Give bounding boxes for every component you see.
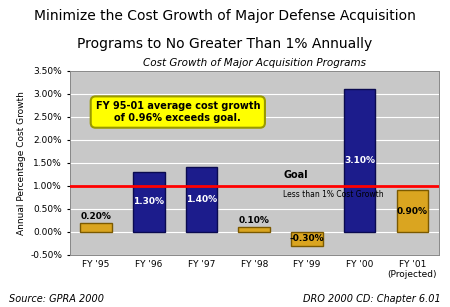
Text: 0.20%: 0.20%	[81, 212, 112, 221]
Text: Source: GPRA 2000: Source: GPRA 2000	[9, 294, 104, 304]
Bar	[186, 167, 217, 232]
Bar	[396, 190, 428, 232]
Text: FY 95-01 average cost growth
of 0.96% exceeds goal.: FY 95-01 average cost growth of 0.96% ex…	[95, 101, 260, 123]
Text: DRO 2000 CD: Chapter 6.01: DRO 2000 CD: Chapter 6.01	[303, 294, 441, 304]
Text: 1.40%: 1.40%	[186, 195, 217, 204]
Bar	[80, 223, 112, 232]
Text: Less than 1% Cost Growth: Less than 1% Cost Growth	[283, 190, 384, 199]
Y-axis label: Annual Percentage Cost Growth: Annual Percentage Cost Growth	[17, 91, 26, 235]
Text: 3.10%: 3.10%	[344, 156, 375, 165]
Bar	[133, 172, 165, 232]
Text: -0.30%: -0.30%	[290, 234, 324, 243]
Title: Cost Growth of Major Acquisition Programs: Cost Growth of Major Acquisition Program…	[143, 58, 366, 68]
Text: 1.30%: 1.30%	[133, 197, 164, 206]
Text: Minimize the Cost Growth of Major Defense Acquisition: Minimize the Cost Growth of Major Defens…	[34, 9, 416, 23]
Bar	[291, 232, 323, 246]
Bar	[238, 227, 270, 232]
Text: 0.90%: 0.90%	[397, 207, 428, 216]
Text: Goal: Goal	[283, 170, 308, 180]
Text: Programs to No Greater Than 1% Annually: Programs to No Greater Than 1% Annually	[77, 37, 373, 51]
Text: 0.10%: 0.10%	[239, 216, 270, 225]
Bar	[344, 89, 375, 232]
